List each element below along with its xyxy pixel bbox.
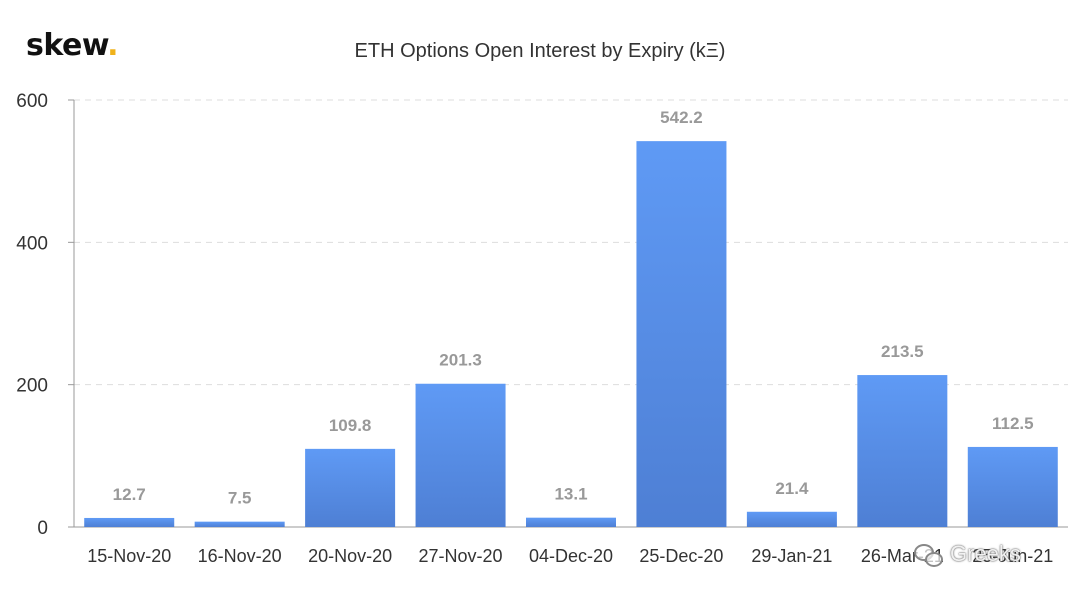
x-tick-label: 16-Nov-20 [198, 546, 282, 566]
data-label: 112.5 [992, 414, 1034, 433]
y-tick-labels: 0 200 400 600 [16, 91, 74, 539]
wechat-icon [914, 542, 943, 567]
data-label: 21.4 [775, 479, 809, 498]
data-label: 12.7 [113, 485, 146, 504]
data-labels: 12.7 7.5 109.8 201.3 13.1 542.2 21.4 213.5 112.5 [113, 108, 1034, 508]
y-tick-label: 400 [16, 233, 48, 254]
watermark: Greeks [914, 541, 1021, 567]
x-tick-label: 15-Nov-20 [87, 546, 171, 566]
data-label: 7.5 [228, 489, 252, 508]
bar [415, 383, 506, 527]
data-label: 213.5 [881, 342, 924, 361]
data-label: 13.1 [554, 485, 587, 504]
x-tick-label: 27-Nov-20 [419, 546, 503, 566]
y-tick-label: 600 [16, 91, 48, 112]
chart-title: ETH Options Open Interest by Expiry (kΞ) [354, 40, 726, 62]
x-tick-label: 20-Nov-20 [308, 546, 392, 566]
skew-logo: skew. [26, 28, 119, 63]
x-tick-label: 04-Dec-20 [529, 546, 613, 566]
watermark-text: Greeks [950, 541, 1021, 566]
bar [636, 141, 727, 527]
y-tick-label: 200 [16, 376, 48, 397]
x-tick-label: 29-Jan-21 [751, 546, 832, 566]
bar [526, 517, 616, 527]
bar [967, 446, 1058, 527]
bar [305, 448, 396, 527]
data-label: 109.8 [329, 416, 372, 435]
x-tick-labels: 15-Nov-20 16-Nov-20 20-Nov-20 27-Nov-20 04-D… [87, 546, 1053, 566]
data-label: 542.2 [660, 108, 703, 127]
bar [746, 511, 837, 527]
bar [857, 375, 948, 527]
bar [84, 517, 175, 527]
x-tick-label: 25-Jun-21 [972, 546, 1053, 566]
bars [84, 141, 1058, 527]
data-label: 201.3 [439, 351, 482, 370]
bar [194, 521, 285, 527]
x-tick-label: 25-Dec-20 [639, 546, 723, 566]
y-tick-label: 0 [37, 518, 48, 539]
